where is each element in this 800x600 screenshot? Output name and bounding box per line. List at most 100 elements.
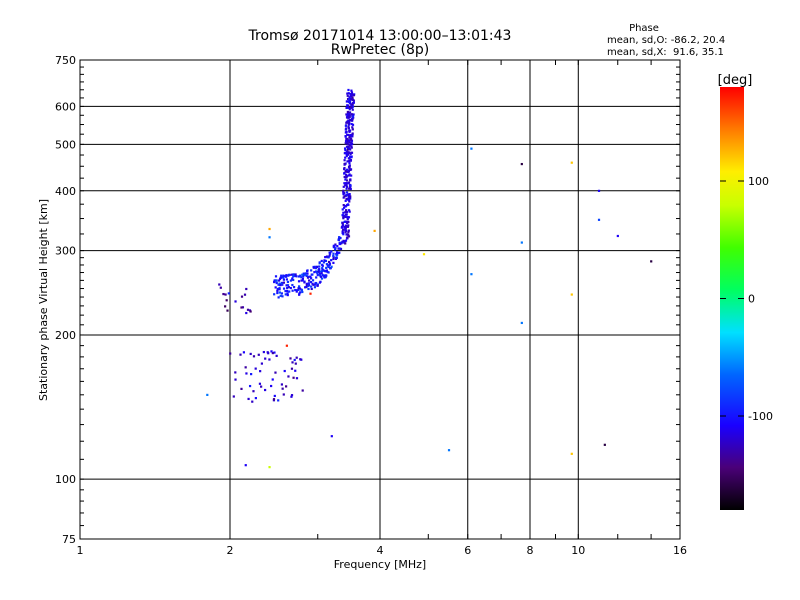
data-point — [348, 114, 351, 117]
data-point — [332, 254, 335, 257]
data-point — [350, 95, 353, 98]
data-point — [297, 275, 301, 278]
data-point — [347, 133, 350, 137]
data-point — [342, 214, 345, 217]
data-point — [346, 153, 349, 156]
data-point — [351, 128, 354, 131]
data-point — [222, 292, 225, 296]
x-tick-label: 1 — [77, 544, 84, 557]
data-point — [218, 283, 221, 286]
data-point — [290, 394, 294, 397]
data-point — [318, 261, 321, 264]
data-point — [234, 300, 237, 303]
data-point — [520, 321, 523, 325]
data-point — [346, 218, 349, 221]
data-point — [291, 283, 294, 287]
x-tick-label: 16 — [673, 544, 687, 557]
data-point — [225, 299, 228, 302]
data-point — [246, 308, 250, 311]
data-point — [258, 382, 262, 385]
data-point — [298, 287, 301, 290]
data-point — [335, 254, 338, 257]
data-point — [341, 208, 344, 211]
data-point — [327, 260, 331, 264]
data-point — [351, 102, 355, 105]
data-point — [603, 443, 606, 446]
data-point — [323, 269, 326, 273]
data-point — [350, 122, 353, 126]
data-point — [344, 210, 347, 213]
data-point — [348, 159, 351, 163]
data-point — [278, 282, 281, 285]
data-point — [282, 274, 285, 277]
data-point — [616, 234, 619, 238]
data-point — [570, 161, 573, 164]
data-point — [240, 387, 243, 390]
colorbar-tick-label: -100 — [748, 410, 773, 423]
data-point — [318, 272, 321, 276]
data-point — [300, 289, 304, 292]
data-point — [310, 285, 313, 288]
data-point — [343, 206, 346, 209]
data-point — [339, 247, 342, 250]
data-point — [344, 140, 348, 143]
data-point — [329, 252, 332, 255]
data-point — [262, 350, 265, 354]
data-point — [350, 113, 353, 116]
data-point — [290, 273, 294, 276]
data-point — [328, 263, 331, 266]
data-point — [294, 362, 297, 365]
data-point — [314, 283, 317, 286]
y-tick-label: 300 — [55, 245, 76, 258]
data-point — [275, 354, 278, 357]
data-point — [304, 286, 307, 289]
data-point — [347, 231, 350, 234]
data-point — [281, 387, 284, 390]
data-point — [287, 286, 290, 289]
data-point — [335, 256, 338, 259]
data-point — [346, 110, 349, 114]
data-point — [350, 93, 353, 96]
data-point — [305, 282, 308, 285]
data-point — [316, 283, 319, 286]
data-point — [274, 275, 278, 278]
data-point — [346, 138, 349, 141]
data-point — [294, 288, 297, 292]
data-point — [306, 276, 310, 279]
data-point — [344, 240, 347, 243]
data-point — [340, 226, 343, 229]
data-point — [346, 203, 349, 206]
data-point — [334, 247, 337, 250]
data-point — [343, 163, 346, 166]
data-point — [348, 164, 351, 167]
data-point — [347, 193, 350, 196]
data-point — [290, 395, 293, 398]
data-point — [298, 292, 301, 295]
data-point — [320, 277, 324, 280]
data-point — [298, 285, 301, 288]
data-point — [344, 242, 347, 245]
data-point — [350, 91, 354, 94]
chart-title: Tromsø 20171014 13:00:00–13:01:43 — [248, 28, 512, 44]
data-point — [295, 290, 298, 293]
data-point — [219, 286, 222, 289]
data-point — [342, 193, 345, 196]
data-point — [314, 270, 318, 273]
data-point — [290, 367, 294, 370]
colorbar-label: [deg] — [718, 73, 753, 88]
data-point — [348, 111, 352, 114]
data-point — [345, 154, 348, 158]
data-point — [224, 305, 227, 308]
data-point — [282, 393, 285, 396]
data-point — [351, 96, 354, 99]
data-point — [352, 99, 355, 102]
data-point — [345, 182, 348, 185]
data-point — [348, 136, 351, 139]
colorbar-tick-label: 100 — [748, 175, 769, 188]
data-point — [285, 344, 288, 347]
data-point — [305, 285, 308, 289]
data-point — [351, 123, 355, 126]
data-point — [300, 276, 303, 279]
data-point — [321, 269, 324, 273]
data-point — [346, 151, 350, 154]
